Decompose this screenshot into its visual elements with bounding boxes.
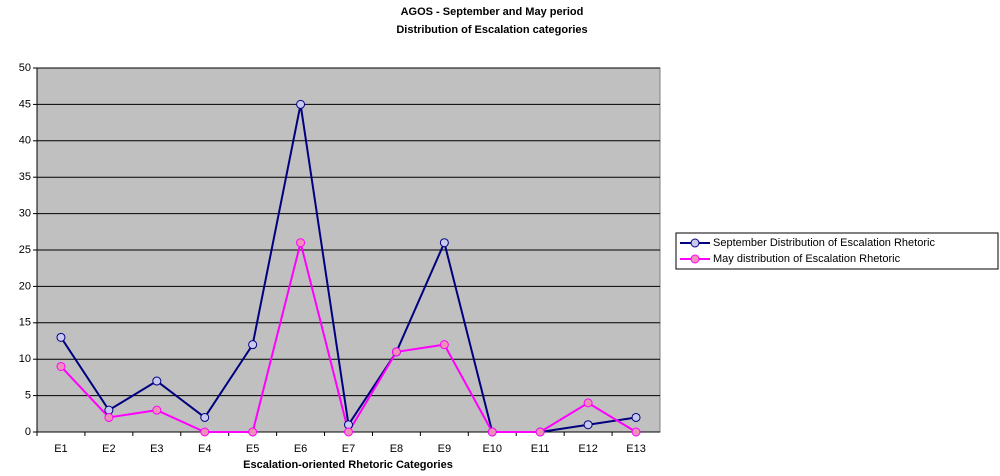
data-point	[200, 427, 210, 437]
y-tick-label: 50	[19, 62, 31, 74]
x-tick-label: E11	[531, 443, 550, 455]
legend-label: May distribution of Escalation Rhetoric	[713, 253, 901, 265]
data-point	[631, 412, 641, 422]
data-point	[296, 99, 306, 109]
y-tick-label: 30	[19, 208, 31, 220]
x-tick-label: E9	[438, 443, 451, 455]
data-point	[296, 238, 306, 248]
data-point	[248, 427, 258, 437]
x-tick-label: E2	[102, 443, 115, 455]
data-point	[200, 412, 210, 422]
x-tick-label: E7	[342, 443, 355, 455]
y-tick-label: 20	[19, 280, 31, 292]
y-tick-label: 10	[19, 353, 31, 365]
data-point	[439, 238, 449, 248]
x-tick-label: E1	[54, 443, 67, 455]
data-point	[439, 340, 449, 350]
data-point	[391, 347, 401, 357]
legend-marker	[690, 254, 700, 264]
data-point	[535, 427, 545, 437]
x-tick-label: E5	[246, 443, 259, 455]
y-tick-label: 0	[25, 426, 31, 438]
y-tick-label: 45	[19, 98, 31, 110]
data-point	[487, 427, 497, 437]
y-tick-label: 40	[19, 135, 31, 147]
data-point	[344, 427, 353, 437]
x-tick-label: E13	[626, 443, 646, 455]
data-point	[104, 412, 114, 422]
y-tick-label: 15	[19, 317, 31, 329]
x-tick-label: E10	[482, 443, 502, 455]
data-point	[583, 420, 593, 430]
data-point	[248, 340, 258, 350]
legend-box	[675, 232, 999, 270]
x-tick-label: E12	[578, 443, 598, 455]
legend-label: September Distribution of Escalation Rhe…	[713, 237, 935, 249]
data-point	[56, 361, 66, 371]
chart-title: AGOS - September and May period	[401, 6, 584, 18]
x-axis-label: Escalation-oriented Rhetoric Categories	[243, 459, 453, 471]
x-tick-label: E6	[294, 443, 307, 455]
legend-marker	[690, 238, 700, 248]
data-point	[56, 332, 66, 342]
data-point	[152, 376, 162, 386]
x-tick-label: E8	[390, 443, 403, 455]
y-tick-label: 5	[25, 390, 31, 402]
y-tick-label: 35	[19, 171, 31, 183]
data-point	[631, 427, 641, 437]
data-point	[583, 398, 593, 408]
y-tick-label: 25	[19, 244, 31, 256]
x-tick-label: E4	[198, 443, 211, 455]
chart-title: Distribution of Escalation categories	[396, 24, 587, 36]
data-point	[152, 405, 162, 415]
x-tick-label: E3	[150, 443, 163, 455]
